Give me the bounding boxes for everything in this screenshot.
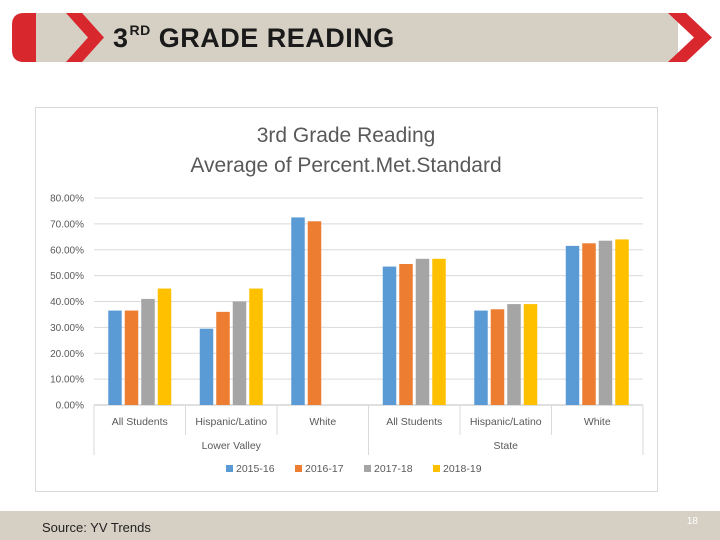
bar-2016-17-5 — [490, 309, 505, 405]
chart-title: 3rd Grade Reading — [257, 124, 436, 147]
header-chevron-icon — [66, 13, 104, 62]
bar-2017-18-1 — [141, 298, 155, 405]
bar-2015-16-2 — [199, 328, 214, 405]
legend-label: 2015-16 — [236, 463, 275, 475]
legend-swatch — [364, 465, 371, 472]
bar-2015-16-4 — [382, 266, 397, 405]
bar-chart: 3rd Grade Reading Average of Percent.Met.… — [50, 124, 644, 475]
bar-2018-19-4 — [432, 258, 446, 405]
bar-2018-19-5 — [523, 304, 538, 405]
bar-2016-17-1 — [124, 310, 139, 405]
bar-2017-18-4 — [415, 258, 430, 405]
slide-title: 3RD GRADE READING — [113, 22, 395, 53]
x-group-label: State — [493, 440, 518, 452]
bar-2016-17-3 — [307, 221, 322, 405]
y-tick-label: 60.00% — [50, 245, 84, 256]
bar-2015-16-6 — [565, 245, 580, 405]
chart-container: 3rd Grade Reading Average of Percent.Met.… — [35, 107, 658, 492]
x-category-label: All Students — [112, 416, 168, 428]
y-tick-label: 10.00% — [50, 375, 84, 386]
legend-label: 2016-17 — [305, 463, 344, 475]
y-tick-label: 20.00% — [50, 349, 84, 360]
y-tick-label: 40.00% — [50, 297, 84, 308]
x-category-label: White — [584, 416, 611, 428]
header-banner — [12, 13, 712, 62]
bar-2015-16-5 — [474, 310, 488, 405]
bar-2018-19-6 — [615, 239, 629, 405]
header-bar — [20, 13, 678, 62]
bar-2015-16-3 — [291, 217, 305, 405]
legend-label: 2017-18 — [374, 463, 413, 475]
x-group-label: Lower Valley — [202, 440, 262, 452]
x-category-label: All Students — [386, 416, 442, 428]
y-tick-label: 50.00% — [50, 271, 84, 282]
bar-2016-17-4 — [399, 263, 413, 405]
slide-footer: Source: YV Trends 18 — [0, 511, 720, 540]
header-right-chevron-icon — [668, 13, 712, 62]
y-tick-label: 0.00% — [56, 401, 84, 412]
bar-2016-17-2 — [216, 311, 230, 405]
bar-2017-18-5 — [507, 304, 521, 405]
header-left-accent — [12, 13, 36, 62]
bar-2016-17-6 — [582, 243, 596, 405]
legend-swatch — [295, 465, 302, 472]
x-category-label: Hispanic/Latino — [195, 416, 267, 428]
bar-2018-19-2 — [249, 288, 263, 405]
bar-2017-18-2 — [232, 301, 247, 405]
y-tick-label: 70.00% — [50, 219, 84, 230]
bar-2018-19-1 — [157, 288, 172, 405]
source-note: Source: YV Trends — [42, 520, 151, 535]
chart-subtitle: Average of Percent.Met.Standard — [190, 154, 501, 177]
x-category-label: White — [309, 416, 336, 428]
legend-swatch — [226, 465, 233, 472]
y-tick-label: 80.00% — [50, 194, 84, 205]
slide-number: 18 — [686, 516, 698, 527]
bar-2015-16-1 — [108, 310, 122, 405]
legend-swatch — [433, 465, 440, 472]
bar-2017-18-6 — [598, 240, 613, 405]
slide-header: 3RD GRADE READING — [0, 0, 720, 76]
legend-label: 2018-19 — [443, 463, 482, 475]
x-category-label: Hispanic/Latino — [470, 416, 542, 428]
y-tick-label: 30.00% — [50, 323, 84, 334]
